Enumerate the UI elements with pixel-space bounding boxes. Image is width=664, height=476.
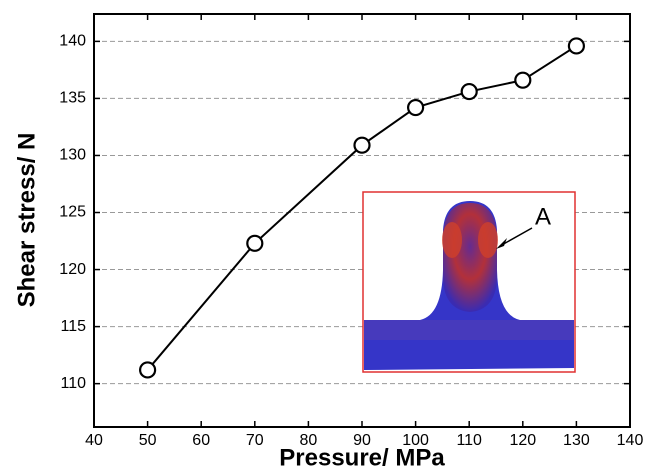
data-point: [246, 234, 264, 252]
x-tick-label: 140: [617, 432, 644, 449]
y-tick-label: 110: [60, 375, 86, 392]
data-point: [567, 37, 586, 55]
x-tick-label: 50: [139, 432, 157, 449]
x-tick-label: 130: [563, 432, 590, 449]
x-tick-label: 40: [85, 432, 103, 449]
data-point: [514, 71, 532, 89]
data-point: [139, 361, 157, 379]
x-tick-label: 90: [353, 432, 371, 449]
y-axis-title: Shear stress/ N: [13, 133, 40, 308]
y-tick-label: 140: [59, 33, 86, 50]
y-tick-label: 115: [60, 318, 86, 335]
inset-image: [362, 191, 576, 373]
data-point: [407, 98, 425, 117]
x-tick-label: 70: [246, 432, 264, 449]
y-tick-label: 125: [59, 204, 86, 221]
x-axis-title: Pressure/ MPa: [279, 444, 445, 471]
x-tick-label: 80: [300, 432, 318, 449]
x-tick-label: 110: [456, 432, 482, 449]
x-tick-label: 100: [402, 432, 429, 449]
data-point: [460, 82, 478, 101]
x-tick-label: 60: [192, 432, 210, 449]
data-point: [353, 136, 371, 154]
x-tick-label: 120: [509, 432, 536, 449]
annotation: A: [535, 203, 551, 230]
y-tick-label: 120: [59, 261, 86, 278]
y-tick-label: 130: [59, 147, 86, 164]
y-tick-label: 135: [59, 90, 86, 107]
